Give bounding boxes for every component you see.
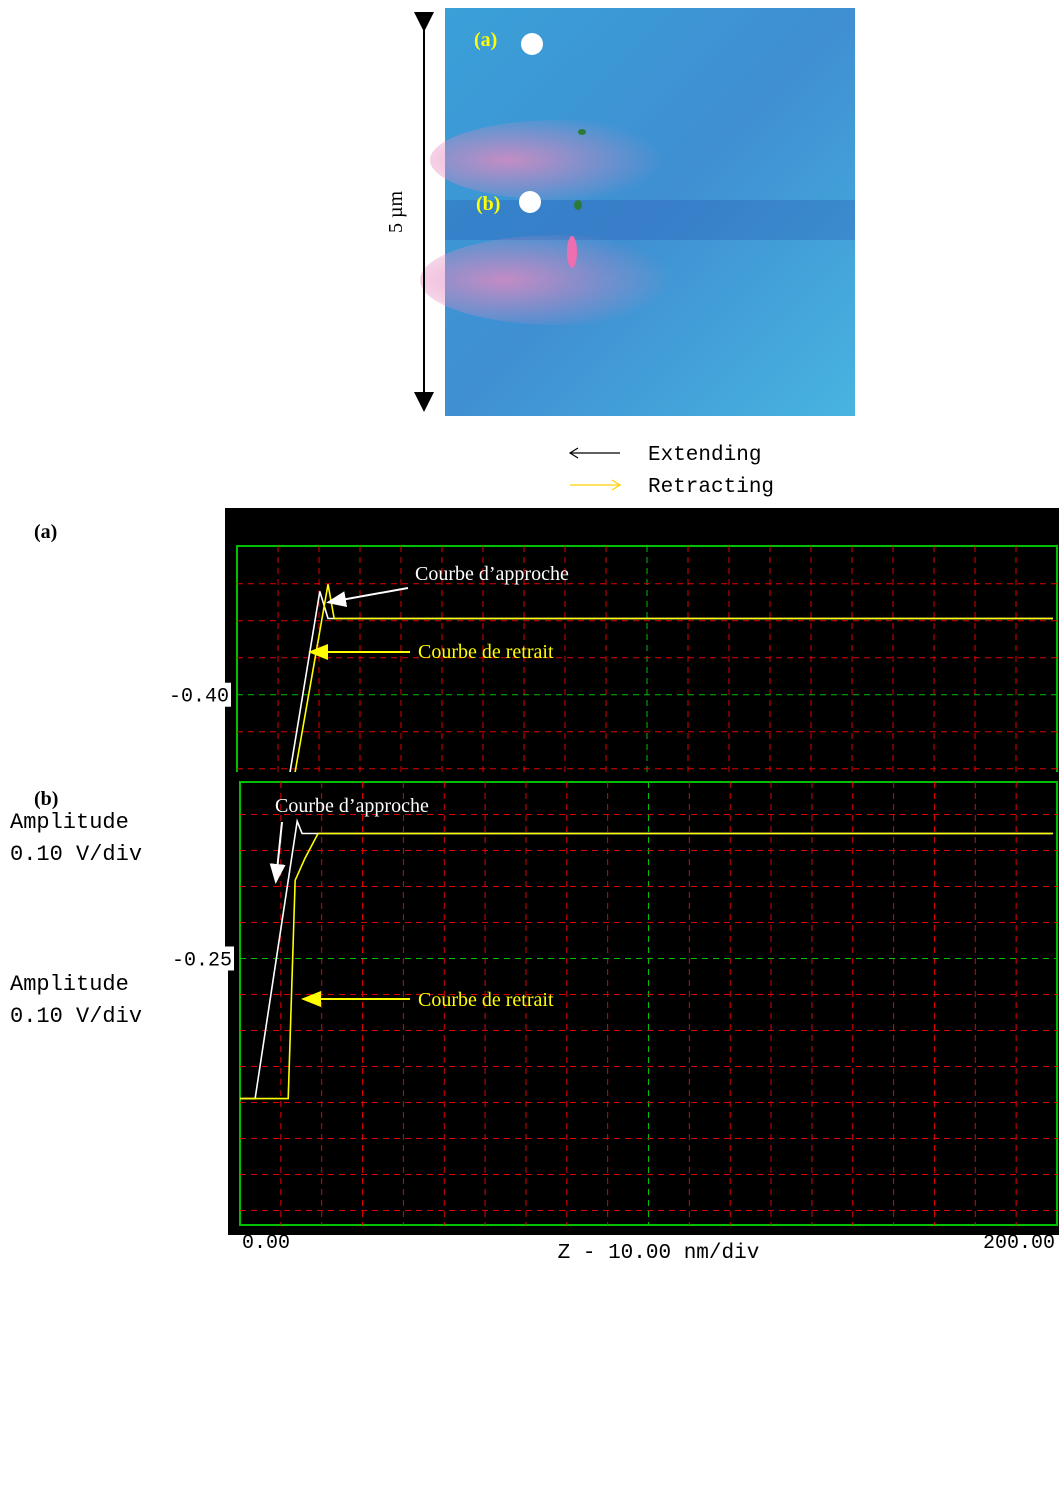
legend-arrow-head xyxy=(611,479,622,491)
legend-label: Retracting xyxy=(648,476,774,499)
y-axis-label: Amplitude xyxy=(10,810,129,835)
x-tick-label: 0.00 xyxy=(242,1232,290,1255)
afm-image xyxy=(420,8,855,416)
point-label: (b) xyxy=(476,193,500,215)
y-axis-label: Amplitude xyxy=(10,972,129,997)
x-axis-label: Z - 10.00 nm/div xyxy=(558,1242,760,1265)
annotation: Courbe d’approche xyxy=(415,563,569,585)
chart-title: (b) xyxy=(34,788,58,810)
annotation-arrow xyxy=(269,821,286,884)
annotation: Courbe de retrait xyxy=(418,641,554,663)
legend-arrow-head xyxy=(568,447,579,459)
annotation: Courbe de retrait xyxy=(418,989,554,1011)
series-line xyxy=(240,832,1053,1100)
chart-title: (a) xyxy=(34,521,57,543)
y-tick-label: -0.40 xyxy=(169,686,229,709)
legend-label: Extending xyxy=(648,444,761,467)
y-tick-label: -0.25 xyxy=(172,949,232,972)
y-tick-box xyxy=(161,682,231,707)
plot-background xyxy=(228,772,1059,1235)
y-axis-label: 0.10 V/div xyxy=(10,842,142,867)
scale-label: 5 µm xyxy=(385,191,407,234)
annotation-arrow xyxy=(326,587,409,608)
y-axis-label: 0.10 V/div xyxy=(10,1004,142,1029)
point-label: (a) xyxy=(474,29,497,51)
annotation: Courbe d’approche xyxy=(275,795,429,817)
y-tick-box xyxy=(164,946,234,971)
x-tick-label: 200.00 xyxy=(983,1232,1055,1255)
